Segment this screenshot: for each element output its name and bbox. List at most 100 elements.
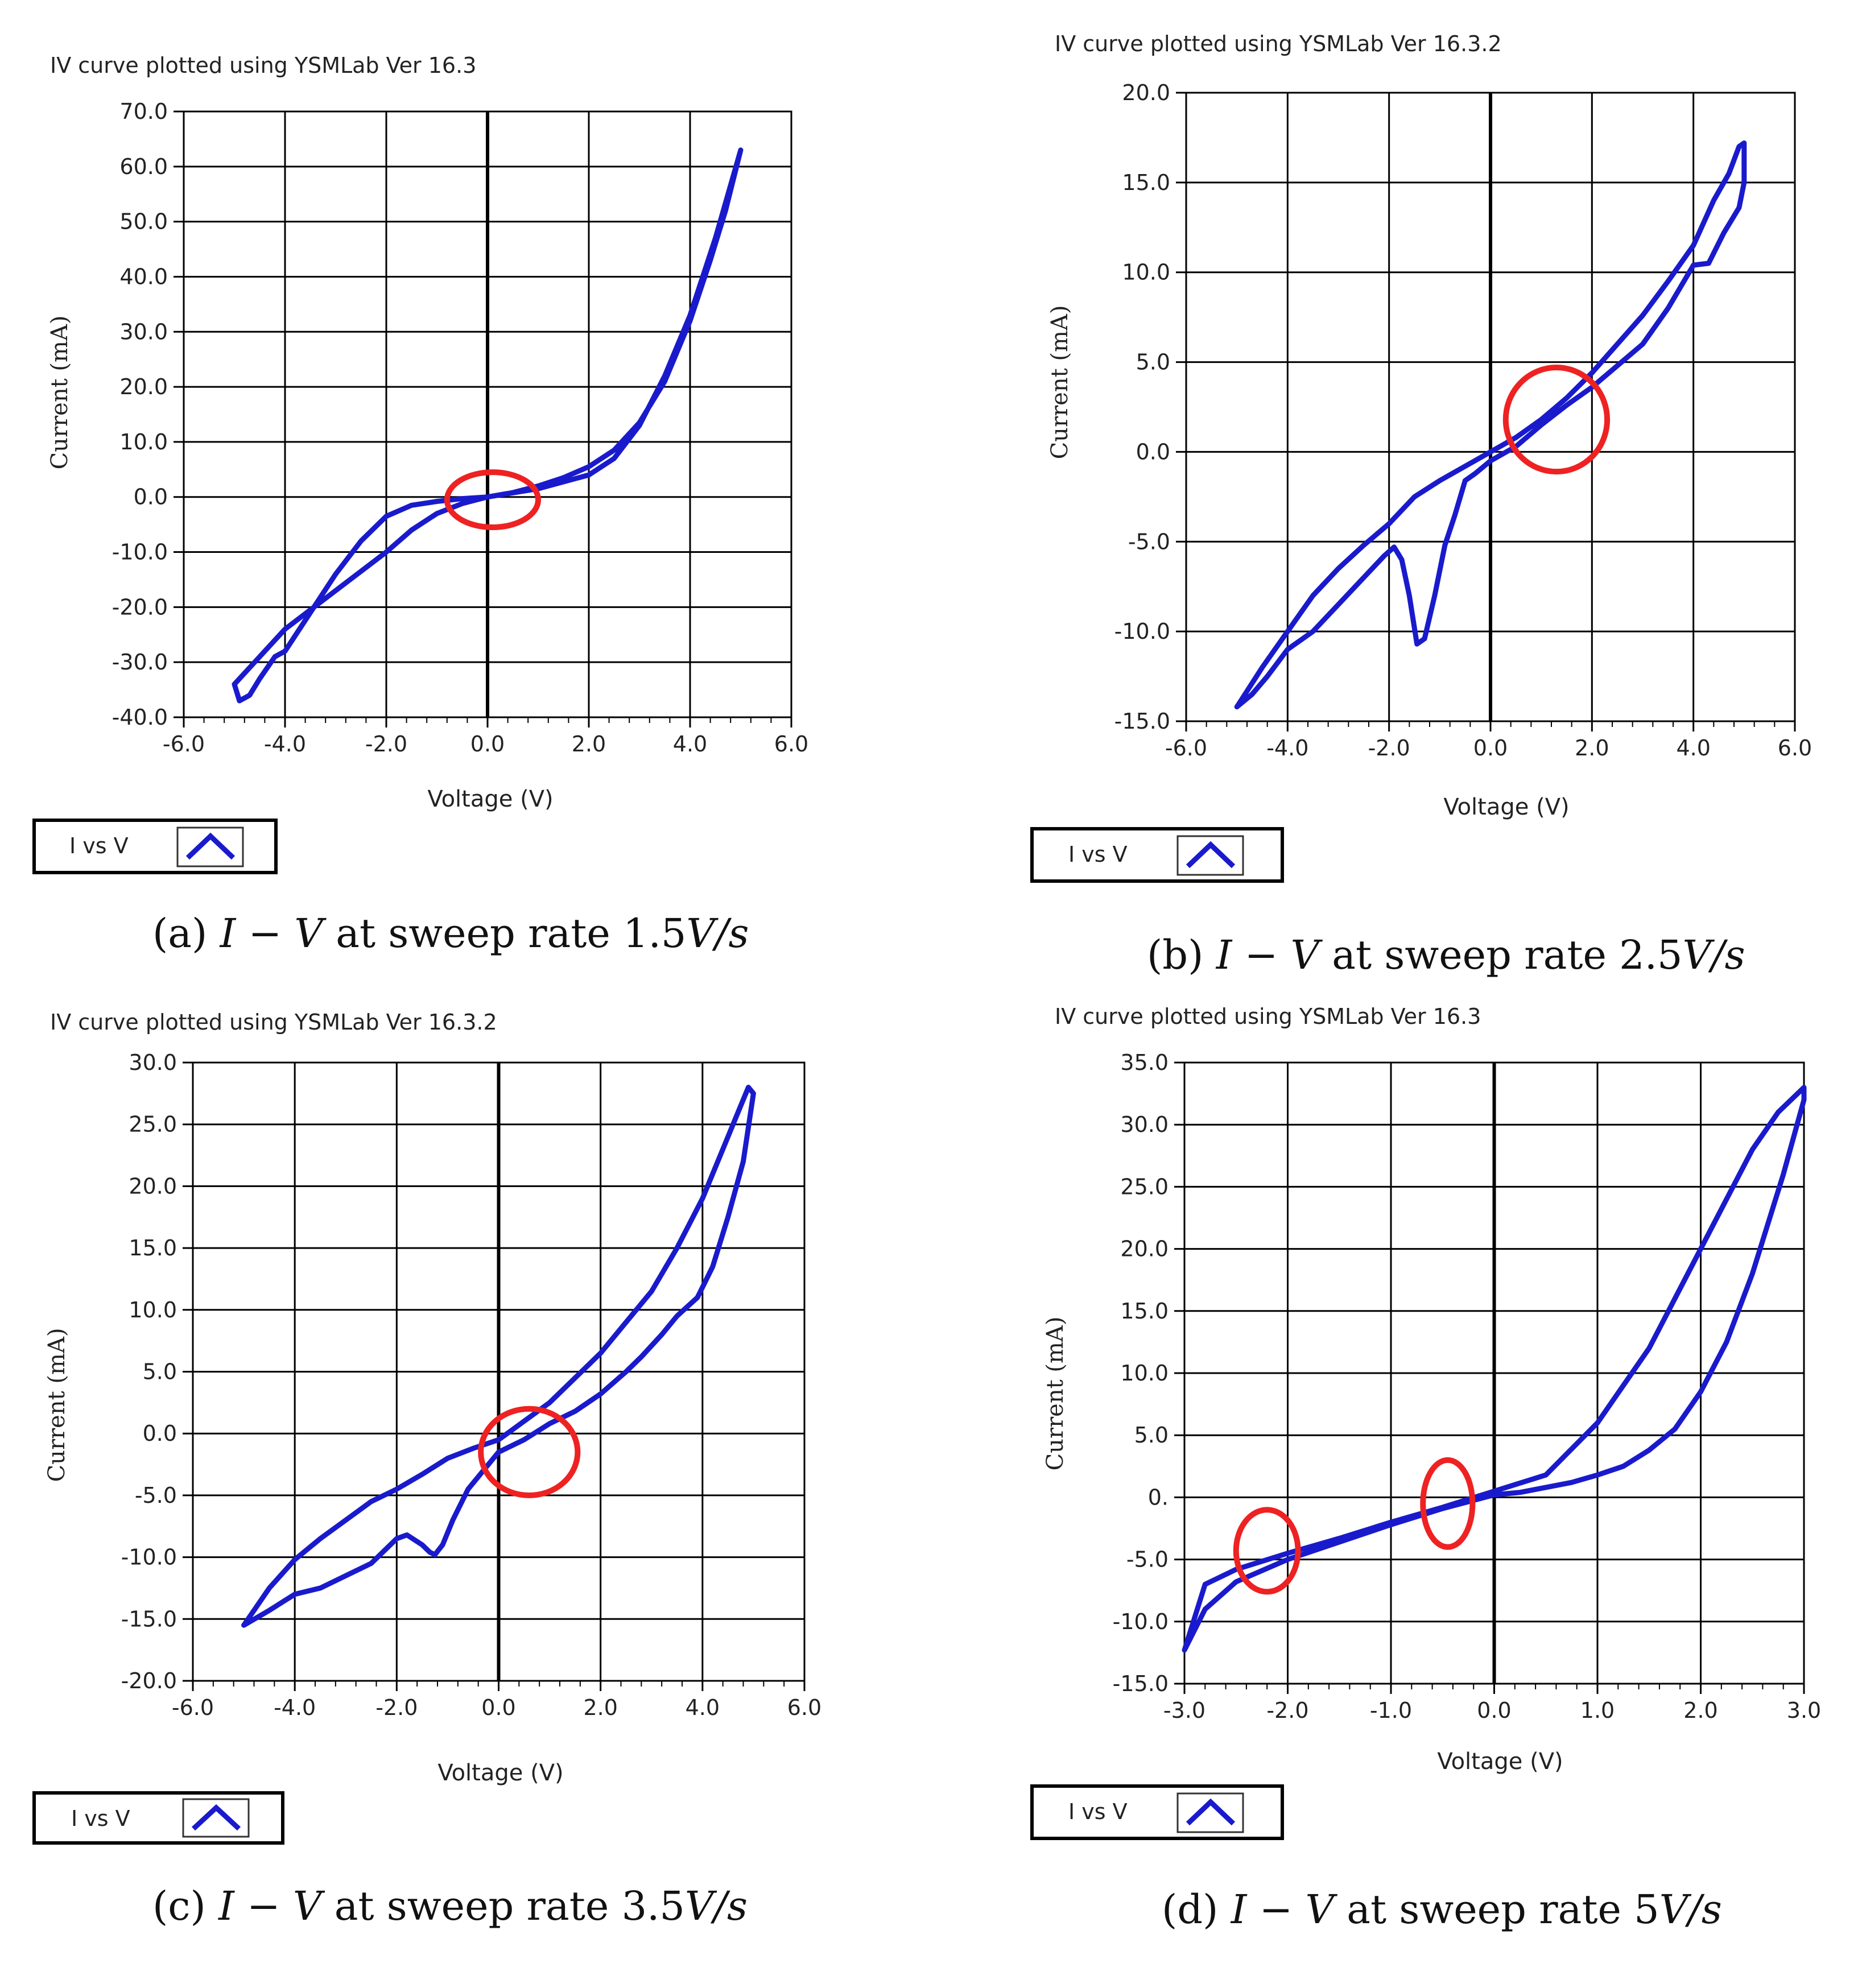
chart-panel-d: IV curve plotted using YSMLab Ver 16.3 3… <box>931 990 1862 1986</box>
chart-svg-a: IV curve plotted using YSMLab Ver 16.3 7… <box>32 53 808 874</box>
caption-unit: V/s <box>686 910 749 957</box>
x-tick-label: 0.0 <box>470 731 505 757</box>
highlight-ellipse <box>1502 365 1611 475</box>
series-line-i-vs-v <box>1234 140 1747 710</box>
caption-value: 5 <box>1634 1886 1659 1933</box>
x-tick-label: -6.0 <box>163 731 205 757</box>
y-tick-label: 0. <box>1148 1485 1169 1510</box>
y-tick-label: -10.0 <box>1114 619 1170 644</box>
y-tick-label: 10.0 <box>1120 1361 1169 1386</box>
caption-d: (d) I − V at sweep rate 5V/s <box>1162 1886 1722 1933</box>
y-tick-label: 15.0 <box>1120 1299 1169 1324</box>
x-tick-label: -2.0 <box>1368 735 1410 761</box>
y-axis-label: Current (mA) <box>44 1328 70 1482</box>
x-tick-label: 1.0 <box>1580 1698 1615 1723</box>
y-tick-label: -40.0 <box>112 705 168 730</box>
x-tick-label: 4.0 <box>673 731 707 757</box>
y-tick-label: 5.0 <box>1134 1423 1169 1448</box>
x-tick-label: -4.0 <box>264 731 306 757</box>
legend-swatch-line <box>185 832 236 860</box>
highlight-ellipse <box>478 1406 581 1498</box>
y-axis-label: Current (mA) <box>47 316 73 470</box>
chart-title: IV curve plotted using YSMLab Ver 16.3 <box>50 53 476 78</box>
y-tick-label: 10.0 <box>119 429 168 454</box>
x-tick-label: 2.0 <box>1575 735 1609 761</box>
y-tick-label: 35.0 <box>1120 1050 1169 1075</box>
y-tick-label: 20.0 <box>119 374 168 399</box>
caption-b: (b) I − V at sweep rate 2.5V/s <box>1147 932 1745 978</box>
y-axis-label: Current (mA) <box>1042 1317 1068 1471</box>
y-tick-label: 15.0 <box>1122 170 1170 195</box>
y-tick-label: 20.0 <box>1122 80 1170 105</box>
chart-svg-d: IV curve plotted using YSMLab Ver 16.3 3… <box>1030 1004 1821 1840</box>
y-tick-label: -15.0 <box>1114 709 1170 734</box>
caption-symbol: I − V <box>220 910 323 957</box>
y-tick-label: 40.0 <box>119 264 168 289</box>
caption-symbol: I − V <box>1231 1886 1335 1933</box>
x-tick-label: 4.0 <box>686 1695 720 1720</box>
y-tick-label: -10.0 <box>121 1545 177 1570</box>
caption-text: at sweep rate <box>1334 1886 1634 1933</box>
x-tick-label: 6.0 <box>787 1695 821 1720</box>
x-tick-label: 2.0 <box>583 1695 617 1720</box>
legend-swatch-box <box>176 826 244 867</box>
x-tick-label: 2.0 <box>1683 1698 1718 1723</box>
y-tick-label: -5.0 <box>135 1483 177 1508</box>
x-axis-label: Voltage (V) <box>437 1760 563 1786</box>
y-tick-label: -15.0 <box>1113 1671 1169 1696</box>
x-tick-label: 6.0 <box>1778 735 1812 761</box>
series-line-i-vs-v <box>232 147 744 704</box>
caption-prefix: (b) <box>1147 932 1216 978</box>
x-axis-label: Voltage (V) <box>1443 794 1569 820</box>
chart-panel-b: IV curve plotted using YSMLab Ver 16.3.2… <box>931 0 1862 887</box>
y-tick-label: 25.0 <box>129 1112 177 1137</box>
y-tick-label: -10.0 <box>1113 1609 1169 1634</box>
y-tick-label: -5.0 <box>1128 529 1170 554</box>
y-tick-label: 10.0 <box>129 1297 177 1322</box>
y-tick-label: 0.0 <box>1136 439 1170 464</box>
y-tick-label: -5.0 <box>1126 1547 1169 1572</box>
y-tick-label: 15.0 <box>129 1235 177 1260</box>
chart-svg-b: IV curve plotted using YSMLab Ver 16.3.2… <box>1030 31 1812 883</box>
x-tick-label: -3.0 <box>1163 1698 1205 1723</box>
highlight-ellipse <box>1420 1457 1476 1550</box>
caption-value: 3.5 <box>621 1883 685 1929</box>
highlight-ellipse <box>1233 1507 1301 1595</box>
x-tick-label: 3.0 <box>1787 1698 1821 1723</box>
y-tick-label: -30.0 <box>112 650 168 675</box>
y-tick-label: -20.0 <box>112 594 168 619</box>
chart-title: IV curve plotted using YSMLab Ver 16.3 <box>1055 1004 1481 1029</box>
caption-a: (a) I − V at sweep rate 1.5V/s <box>152 910 749 957</box>
caption-value: 1.5 <box>623 910 687 957</box>
chart-title: IV curve plotted using YSMLab Ver 16.3.2 <box>1055 31 1502 56</box>
y-tick-label: -20.0 <box>121 1668 177 1693</box>
y-tick-label: 30.0 <box>119 319 168 344</box>
y-tick-label: 5.0 <box>143 1359 177 1384</box>
y-tick-label: 25.0 <box>1120 1174 1169 1199</box>
legend: I vs V <box>32 1791 284 1845</box>
legend-label: I vs V <box>71 1806 130 1831</box>
legend-label: I vs V <box>1068 1799 1128 1824</box>
caption-unit: V/s <box>1659 1886 1722 1933</box>
caption-c: (c) I − V at sweep rate 3.5V/s <box>152 1883 748 1929</box>
caption-symbol: I − V <box>1216 932 1320 978</box>
x-axis-label: Voltage (V) <box>1437 1749 1563 1775</box>
caption-symbol: I − V <box>218 1883 322 1929</box>
x-tick-label: 2.0 <box>572 731 606 757</box>
legend-swatch-line <box>1186 1798 1236 1826</box>
x-tick-label: -2.0 <box>1266 1698 1308 1723</box>
legend-label: I vs V <box>69 833 129 858</box>
x-tick-label: -1.0 <box>1370 1698 1412 1723</box>
caption-prefix: (c) <box>152 1883 219 1929</box>
legend-swatch-line <box>191 1804 241 1831</box>
x-tick-label: -2.0 <box>375 1695 418 1720</box>
y-tick-label: 50.0 <box>119 209 168 234</box>
x-tick-label: 0.0 <box>481 1695 515 1720</box>
caption-unit: V/s <box>684 1883 748 1929</box>
x-tick-label: -6.0 <box>172 1695 214 1720</box>
y-tick-label: 20.0 <box>1120 1237 1169 1262</box>
legend-swatch-line <box>1186 841 1236 869</box>
caption-text: at sweep rate <box>323 910 624 957</box>
y-tick-label: 60.0 <box>119 154 168 179</box>
caption-prefix: (a) <box>152 910 220 957</box>
